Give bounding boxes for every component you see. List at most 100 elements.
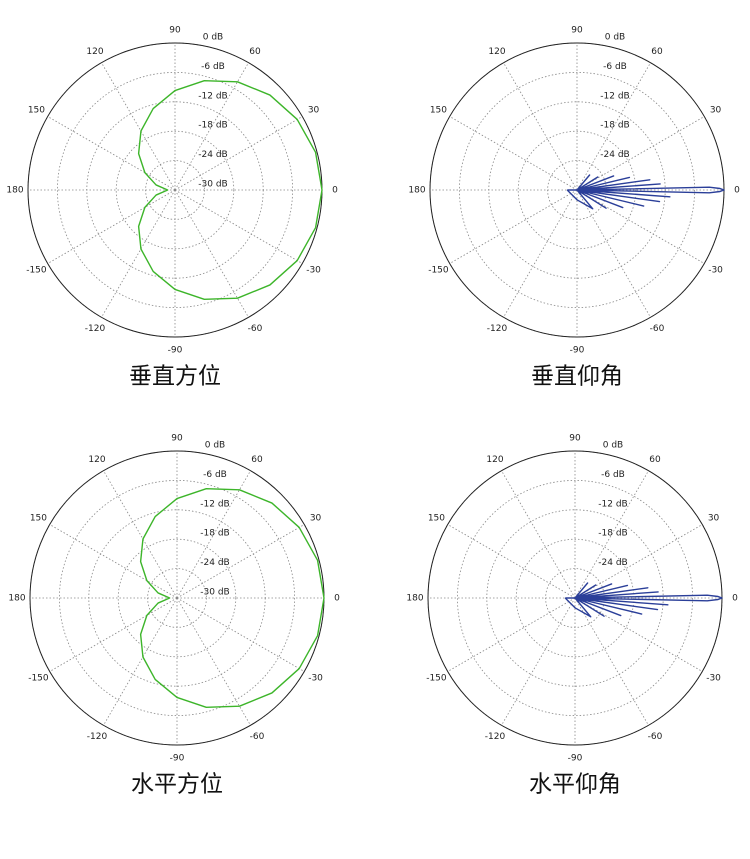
ring-grid-line — [545, 568, 605, 628]
radial-tick-label: -12 dB — [200, 499, 229, 509]
ring-grid-line — [117, 538, 237, 658]
angle-tick-label: 0 — [334, 594, 340, 604]
ring-grid-line — [486, 509, 664, 687]
spoke-grid-line — [503, 189, 578, 318]
radial-tick-label: -30 dB — [200, 588, 229, 598]
angle-tick-label: 60 — [249, 47, 261, 57]
angle-tick-label: -60 — [650, 324, 665, 334]
radial-tick-label: -6 dB — [203, 470, 227, 480]
radial-tick-label: -30 dB — [198, 180, 227, 190]
spoke-grid-line — [47, 116, 176, 191]
angle-tick-label: 180 — [408, 186, 425, 196]
radial-tick-label: -18 dB — [600, 121, 629, 131]
spoke-grid-line — [174, 62, 249, 191]
spoke-grid-line — [176, 597, 305, 672]
radial-tick-label: 0 dB — [603, 441, 623, 451]
radial-tick-label: -18 dB — [198, 121, 227, 131]
angle-tick-label: 120 — [486, 455, 503, 465]
angle-tick-label: -30 — [308, 674, 323, 684]
radial-tick-label: -12 dB — [600, 91, 629, 101]
spoke-grid-line — [449, 189, 578, 264]
spoke-grid-line — [574, 597, 649, 726]
angle-tick-label: -30 — [708, 266, 723, 276]
pattern-line — [566, 174, 725, 210]
spoke-grid-line — [576, 62, 651, 191]
angle-tick-label: 30 — [308, 106, 320, 116]
angle-tick-label: 90 — [169, 26, 181, 36]
angle-tick-label: -90 — [170, 754, 185, 764]
angle-tick-label: 30 — [310, 514, 322, 524]
radial-tick-label: -12 dB — [598, 499, 627, 509]
angle-tick-label: 150 — [430, 106, 447, 116]
pattern-line — [137, 79, 323, 301]
chart-caption: 水平方位 — [131, 772, 223, 798]
angle-tick-label: -60 — [648, 732, 663, 742]
angle-tick-label: -150 — [428, 266, 449, 276]
polar-chart: 0 30 60 90 120 150 180 -150 -120 -90 -60 -30 0 dB -6 … — [6, 26, 338, 390]
ring-grid-line — [147, 568, 207, 628]
spoke-grid-line — [176, 524, 305, 599]
spoke-grid-line — [501, 597, 576, 726]
polar-chart: 0 30 60 90 120 150 180 -150 -120 -90 -60 -30 0 dB -6 … — [408, 26, 740, 390]
angle-tick-label: 120 — [86, 47, 103, 57]
radial-tick-label: -6 dB — [201, 62, 225, 72]
polar-chart: 0 30 60 90 120 150 180 -150 -120 -90 -60 -30 0 dB -6 … — [406, 434, 738, 798]
angle-tick-label: -60 — [248, 324, 263, 334]
angle-tick-label: 180 — [8, 594, 25, 604]
spoke-grid-line — [174, 189, 303, 264]
angle-tick-label: -30 — [706, 674, 721, 684]
angle-tick-label: 60 — [651, 47, 663, 57]
spoke-grid-line — [574, 524, 703, 599]
angle-tick-label: -120 — [485, 732, 506, 742]
radial-tick-label: -24 dB — [198, 150, 227, 160]
ring-grid-line — [59, 479, 295, 716]
spoke-grid-line — [501, 470, 576, 599]
spoke-grid-line — [576, 116, 705, 191]
angle-tick-label: -150 — [28, 674, 49, 684]
angle-tick-label: 0 — [732, 594, 738, 604]
spoke-grid-line — [174, 116, 303, 191]
angle-tick-label: -90 — [168, 346, 183, 356]
polar-chart: 0 30 60 90 120 150 180 -150 -120 -90 -60 -30 0 dB -6 … — [8, 434, 340, 798]
angle-tick-label: 0 — [332, 186, 338, 196]
angle-tick-label: -120 — [487, 324, 508, 334]
spoke-grid-line — [576, 189, 705, 264]
angle-tick-label: -150 — [426, 674, 447, 684]
angle-tick-label: 90 — [571, 26, 583, 36]
spoke-grid-line — [47, 189, 176, 264]
angle-tick-label: 60 — [251, 455, 263, 465]
radial-tick-label: -6 dB — [603, 62, 627, 72]
spoke-grid-line — [103, 470, 178, 599]
angle-tick-label: -90 — [570, 346, 585, 356]
chart-caption: 垂直仰角 — [531, 364, 623, 390]
angle-tick-label: 60 — [649, 455, 661, 465]
chart-caption: 水平仰角 — [529, 772, 621, 798]
angle-tick-label: 90 — [171, 434, 183, 444]
radial-tick-label: -18 dB — [598, 529, 627, 539]
angle-tick-label: -120 — [85, 324, 106, 334]
radial-tick-label: -24 dB — [200, 558, 229, 568]
angle-tick-label: 180 — [6, 186, 23, 196]
angle-tick-label: -150 — [26, 266, 47, 276]
angle-tick-label: 150 — [428, 514, 445, 524]
radial-tick-label: 0 dB — [205, 441, 225, 451]
pattern-line — [139, 487, 325, 709]
radial-tick-label: 0 dB — [605, 33, 625, 43]
ring-grid-line — [456, 479, 693, 716]
radial-tick-label: -18 dB — [200, 529, 229, 539]
pattern-line — [564, 582, 723, 618]
ring-grid-line — [88, 509, 266, 687]
ring-grid-line — [458, 72, 695, 308]
ring-grid-line — [86, 101, 264, 279]
angle-tick-label: 30 — [708, 514, 720, 524]
angle-tick-label: -90 — [568, 754, 583, 764]
spoke-grid-line — [576, 189, 651, 318]
angle-tick-label: 180 — [406, 594, 423, 604]
angle-tick-label: -60 — [250, 732, 265, 742]
angle-tick-label: 120 — [88, 455, 105, 465]
ring-grid-line — [57, 72, 293, 308]
radial-tick-label: -6 dB — [601, 470, 625, 480]
angle-tick-label: 150 — [30, 514, 47, 524]
ring-grid-line — [517, 130, 637, 250]
